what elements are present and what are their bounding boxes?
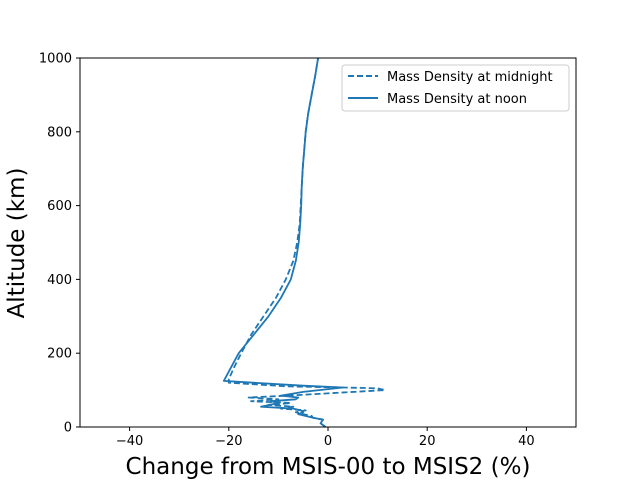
x-axis-ticks: −40 −20 0 20 40: [116, 427, 535, 449]
x-tick-label: 0: [324, 434, 332, 449]
series-lines: [222, 57, 386, 428]
y-axis-label: Altitude (km): [4, 168, 30, 319]
legend-box: [341, 64, 570, 112]
series-line-midnight: [227, 57, 386, 428]
legend: Mass Density at midnight Mass Density at…: [341, 64, 570, 112]
x-tick-label: −40: [116, 434, 143, 449]
legend-label-noon: Mass Density at noon: [387, 92, 527, 107]
axes-frame: [79, 57, 577, 428]
y-tick-label: 200: [47, 347, 72, 362]
x-tick-label: 20: [419, 434, 436, 449]
y-axis-ticks: 0 200 400 600 800 1000: [39, 52, 80, 436]
y-tick-label: 0: [64, 421, 72, 436]
plot-area: [79, 57, 577, 428]
x-tick-label: 40: [518, 434, 535, 449]
y-tick-label: 800: [47, 125, 72, 140]
x-axis-label: Change from MSIS-00 to MSIS2 (%): [126, 454, 531, 480]
series-line-noon: [222, 57, 344, 428]
legend-label-midnight: Mass Density at midnight: [387, 70, 553, 85]
y-tick-label: 1000: [39, 52, 72, 67]
y-tick-label: 600: [47, 199, 72, 214]
y-tick-label: 400: [47, 273, 72, 288]
x-tick-label: −20: [215, 434, 242, 449]
